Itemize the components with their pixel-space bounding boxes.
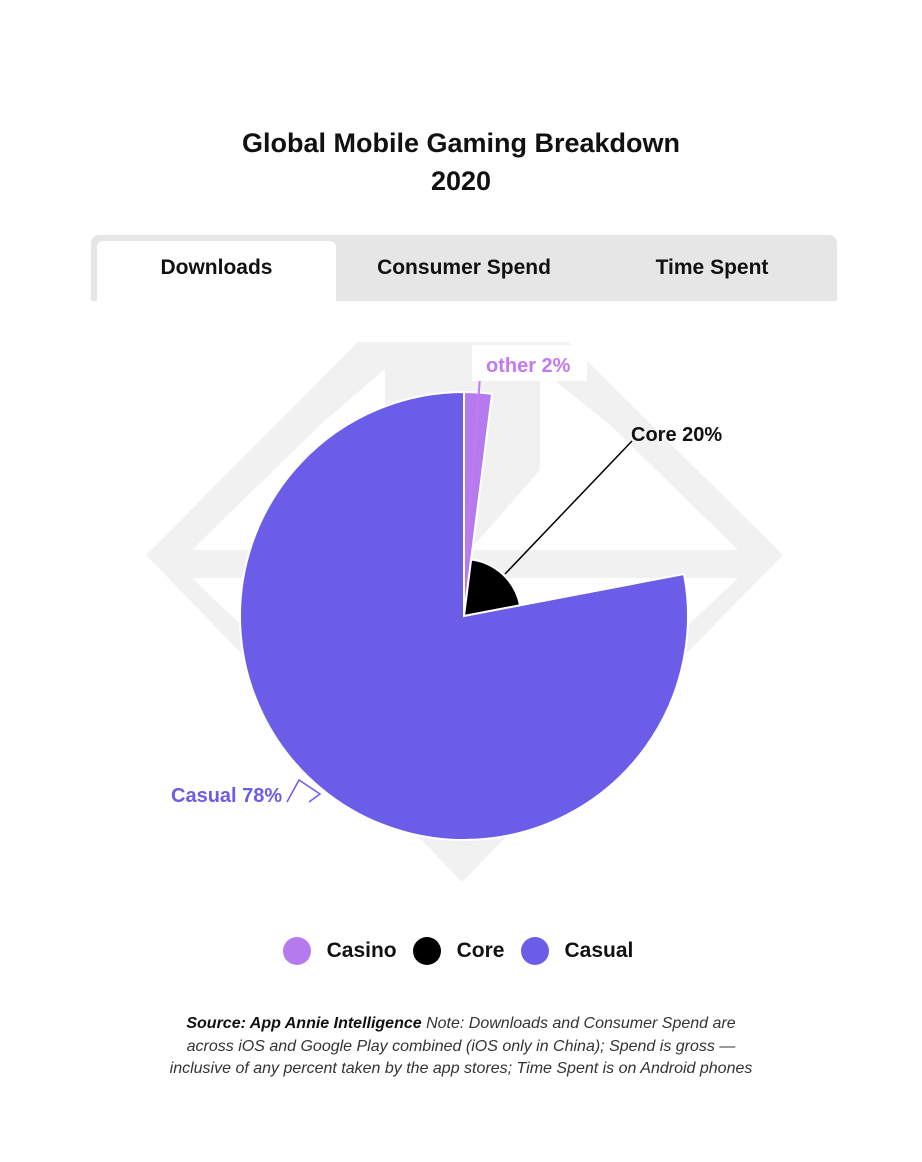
data-label-casual: Casual 78% (171, 785, 282, 807)
data-label-core: Core 20% (631, 424, 722, 446)
data-labels: other 2% Core 20% Casual 78% (171, 345, 722, 807)
tab-bar: Downloads Consumer Spend Time Spent (91, 235, 837, 301)
legend-swatch-casual (520, 937, 549, 965)
casual-leader-line (286, 778, 322, 803)
legend-item-core[interactable]: Core (412, 937, 511, 965)
tab-downloads[interactable]: Downloads (97, 241, 336, 301)
other-leader-line (465, 376, 481, 561)
core-leader-line (504, 440, 633, 575)
legend-swatch-core (412, 937, 441, 965)
note-text: Note: Downloads and Consumer Spend are a… (169, 1015, 753, 1077)
tab-consumer-spend[interactable]: Consumer Spend (377, 256, 551, 279)
legend-item-casino[interactable]: Casino (282, 937, 403, 965)
pie-slice-casual[interactable] (239, 390, 689, 841)
pie-slices (239, 390, 689, 841)
chart-title: Global Mobile Gaming Breakdown (241, 128, 681, 158)
legend-label-casual: Casual (564, 939, 634, 962)
legend-item-casual[interactable]: Casual (520, 937, 640, 965)
source-attribution: Source: App Annie Intelligence (186, 1015, 422, 1032)
chart-legend: Casino Core Casual (0, 937, 922, 965)
legend-swatch-casino (282, 937, 311, 965)
chart-subtitle-year: 2020 (430, 166, 492, 196)
label-leader-lines (286, 376, 633, 803)
legend-label-casino: Casino (326, 939, 397, 962)
pie-slice-core[interactable] (462, 558, 522, 618)
source-note: Source: App Annie Intelligence Note: Dow… (161, 1013, 761, 1081)
tab-time-spent[interactable]: Time Spent (655, 256, 769, 279)
legend-label-core: Core (456, 939, 505, 962)
data-label-other: other 2% (486, 355, 571, 377)
other-label-bg (472, 345, 587, 381)
